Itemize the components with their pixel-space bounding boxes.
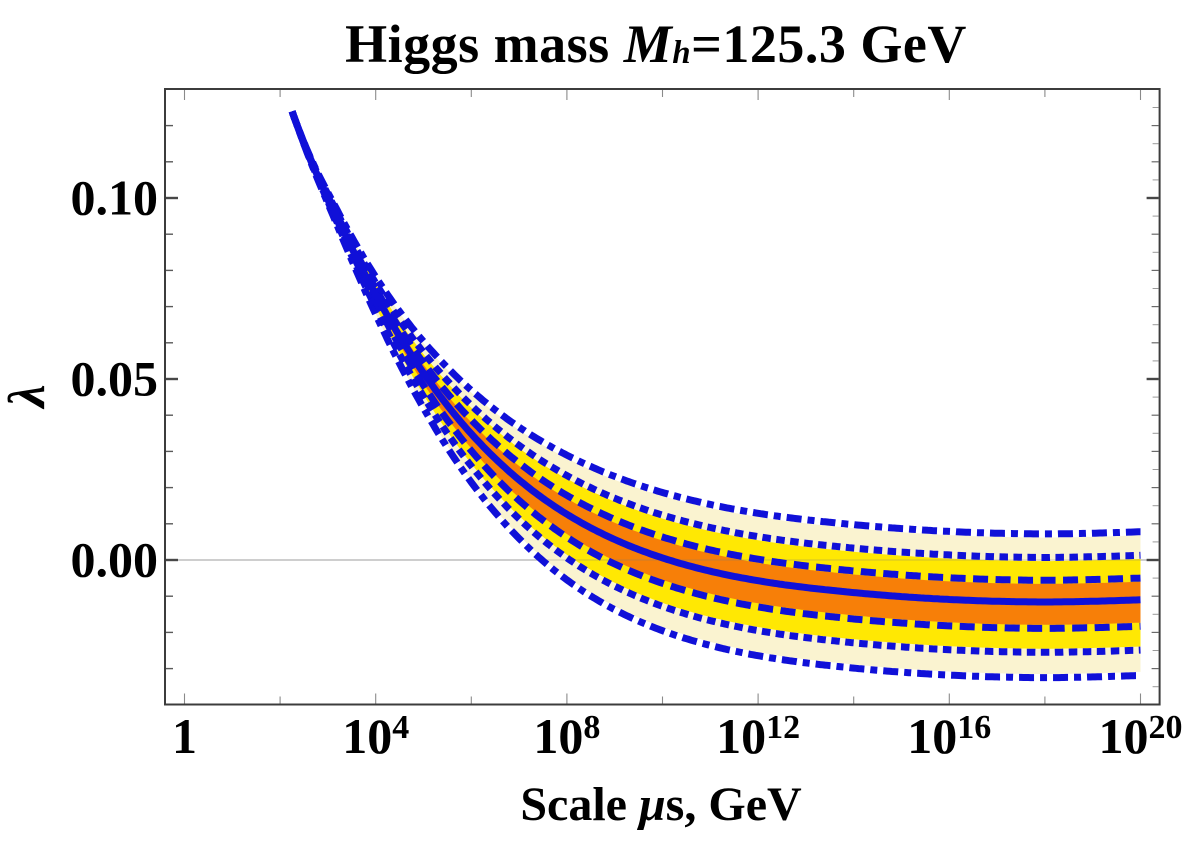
- svg-text:0.10: 0.10: [71, 170, 159, 226]
- svg-text:104: 104: [342, 708, 409, 764]
- svg-text:1012: 1012: [716, 708, 800, 764]
- svg-text:0.00: 0.00: [71, 532, 159, 588]
- svg-text:Higgs mass Mh=125.3 GeV: Higgs mass Mh=125.3 GeV: [345, 14, 967, 74]
- svg-text:λ: λ: [0, 384, 56, 409]
- svg-text:0.05: 0.05: [71, 351, 159, 407]
- svg-text:Scale μs, GeV: Scale μs, GeV: [520, 778, 802, 831]
- svg-text:1: 1: [172, 708, 197, 764]
